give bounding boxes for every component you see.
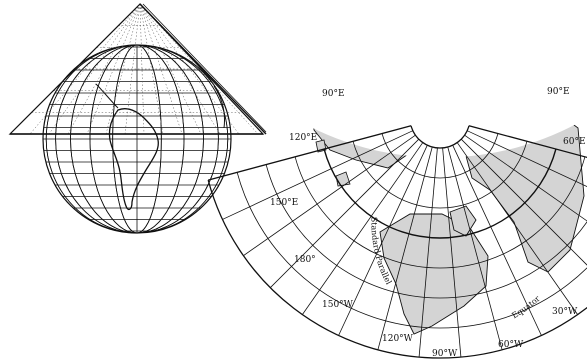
fan-meridian-line bbox=[302, 142, 424, 315]
label-90w: 90°W bbox=[432, 349, 458, 359]
label-150e: 150°E bbox=[270, 198, 298, 208]
fan-meridian-line bbox=[447, 146, 503, 350]
fan-parallel-arc bbox=[352, 141, 528, 209]
fan-parallel-arc bbox=[236, 172, 587, 329]
globe-meridian-line bbox=[55, 45, 219, 233]
label-90e-right: 90°E bbox=[547, 87, 570, 97]
fan-parallel-arc bbox=[265, 164, 587, 299]
label-180: 180° bbox=[294, 255, 316, 265]
globe-with-cone bbox=[8, 3, 267, 234]
landmass-islands bbox=[315, 139, 351, 187]
cone-icon bbox=[8, 3, 267, 135]
fan-meridian-line bbox=[467, 130, 587, 187]
cone-generator-line bbox=[139, 3, 240, 135]
label-90e: 90°E bbox=[322, 89, 345, 99]
fan-meridian-line bbox=[468, 125, 587, 159]
fan-parallel-arc bbox=[381, 133, 499, 179]
cone-generator-line bbox=[29, 3, 141, 135]
fan-meridian-line bbox=[452, 145, 542, 336]
conic-projection-map: Standard Parallel Equator 90°E 90°E 120°… bbox=[207, 87, 587, 359]
conic-graticule bbox=[207, 125, 587, 359]
south-america-outline bbox=[108, 108, 159, 211]
fan-meridian-line bbox=[456, 142, 578, 315]
fan-parallel-arc bbox=[294, 156, 586, 269]
fan-meridian-line bbox=[338, 145, 428, 336]
label-120e: 120°E bbox=[289, 133, 317, 143]
landmass-asia bbox=[311, 118, 415, 169]
cone-generator-line bbox=[139, 3, 202, 135]
fan-meridian-line bbox=[222, 130, 413, 220]
fan-parallel-arc bbox=[323, 148, 557, 239]
label-60w: 60°W bbox=[498, 340, 524, 350]
fan-meridian-line bbox=[418, 147, 438, 358]
fan-meridian-line bbox=[208, 125, 412, 181]
fan-meridian-line bbox=[377, 146, 433, 350]
globe-meridian-line bbox=[89, 45, 185, 233]
fan-meridian-line bbox=[442, 147, 462, 358]
globe-meridian-line bbox=[45, 45, 229, 233]
label-60e: 60°E bbox=[563, 137, 586, 147]
africa-edge-outline bbox=[213, 85, 225, 129]
fan-meridian-line bbox=[460, 138, 587, 266]
label-30w: 30°W bbox=[552, 307, 578, 317]
cone-generator-line bbox=[105, 3, 141, 135]
globe-meridian-line bbox=[70, 45, 204, 233]
central-america-outline bbox=[95, 83, 119, 109]
equator-label: Equator bbox=[510, 294, 542, 320]
fan-parallel-arc bbox=[410, 125, 470, 149]
fan-meridian-line bbox=[464, 134, 587, 222]
globe-meridian-line bbox=[112, 45, 162, 233]
label-150w: 150°W bbox=[322, 300, 354, 310]
fan-meridian-line bbox=[243, 134, 416, 256]
landmass-north-america bbox=[379, 213, 489, 335]
fan-parallel-arc bbox=[207, 179, 587, 359]
fan-meridian-line bbox=[270, 138, 420, 288]
label-120w: 120°W bbox=[382, 334, 414, 344]
